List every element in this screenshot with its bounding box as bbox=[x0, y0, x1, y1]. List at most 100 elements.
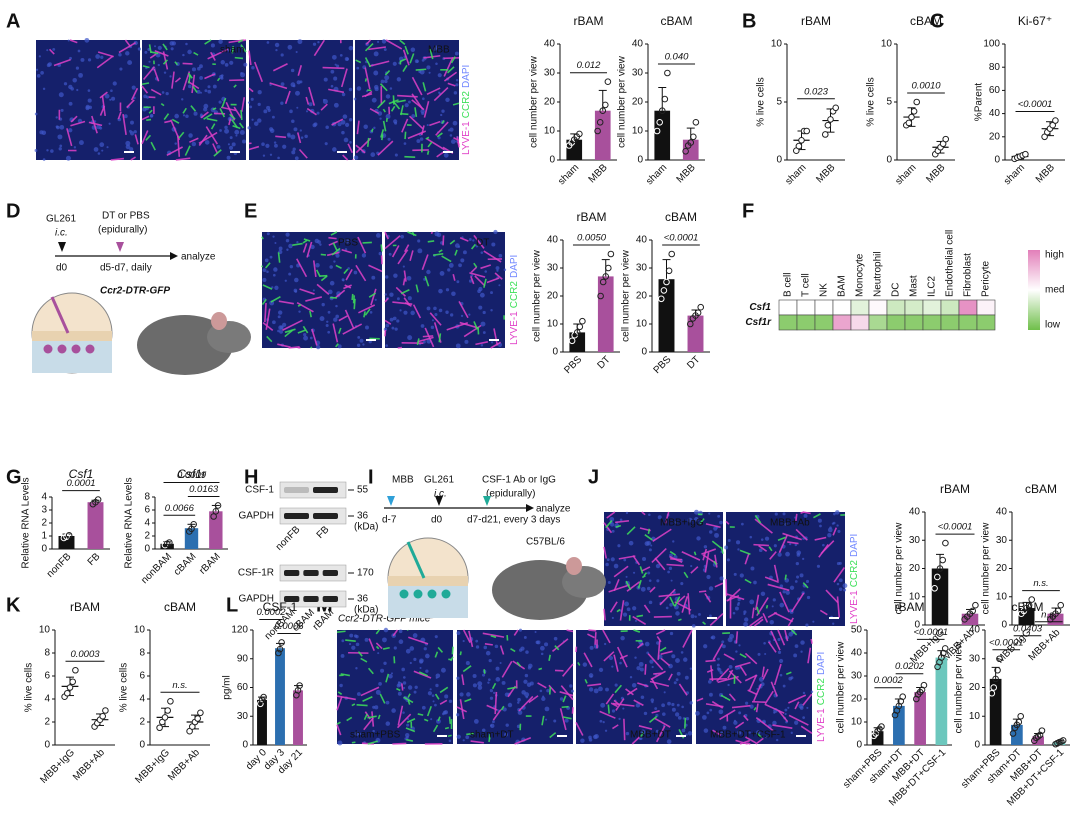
y-axis-label: % live cells bbox=[756, 77, 767, 126]
nucleus bbox=[741, 522, 744, 526]
p-value: 0.0002 bbox=[256, 607, 286, 618]
band-label: CSF-1R bbox=[238, 568, 274, 579]
stain bbox=[379, 693, 386, 704]
stain bbox=[320, 275, 328, 282]
stain bbox=[613, 578, 620, 592]
stain bbox=[101, 95, 106, 117]
data-point bbox=[1022, 150, 1029, 158]
nucleus bbox=[321, 302, 325, 307]
nucleus bbox=[739, 573, 744, 578]
nucleus bbox=[717, 667, 722, 672]
nucleus bbox=[279, 329, 283, 334]
nucleus bbox=[303, 335, 309, 341]
nucleus bbox=[455, 343, 461, 349]
nucleus bbox=[625, 511, 629, 515]
nucleus bbox=[262, 277, 267, 282]
nucleus bbox=[407, 717, 410, 721]
nucleus bbox=[304, 134, 308, 139]
nucleus bbox=[769, 619, 774, 625]
nucleus bbox=[838, 578, 843, 583]
nucleus bbox=[397, 691, 402, 696]
nucleus bbox=[438, 91, 441, 94]
stain bbox=[407, 130, 427, 140]
nucleus bbox=[494, 644, 499, 649]
heat-cell bbox=[886, 299, 906, 316]
stain bbox=[401, 683, 404, 691]
nucleus bbox=[333, 76, 338, 81]
stain bbox=[262, 322, 274, 331]
nucleus bbox=[397, 681, 401, 684]
y-axis-label: cell number per view bbox=[621, 249, 632, 341]
stain bbox=[380, 129, 385, 138]
nucleus bbox=[385, 114, 391, 120]
schematic-text: CSF-1 Ab or IgG bbox=[482, 475, 556, 486]
y-tick-label: 30 bbox=[544, 68, 556, 79]
stain bbox=[284, 328, 296, 334]
stain bbox=[162, 51, 169, 70]
nucleus bbox=[77, 49, 81, 53]
cell bbox=[71, 344, 81, 354]
data-point bbox=[599, 107, 607, 114]
nucleus bbox=[309, 336, 313, 340]
y-tick-label: 1 bbox=[41, 531, 47, 542]
data-point bbox=[827, 116, 834, 123]
stain bbox=[298, 148, 308, 159]
stain bbox=[443, 57, 454, 77]
nucleus bbox=[635, 702, 641, 708]
nucleus bbox=[490, 291, 493, 295]
column-label: T cell bbox=[801, 273, 812, 297]
stain bbox=[632, 555, 641, 566]
nucleus bbox=[392, 316, 397, 321]
nucleus bbox=[157, 45, 162, 50]
nucleus bbox=[606, 558, 610, 562]
stain bbox=[725, 593, 745, 601]
stain bbox=[483, 278, 487, 288]
stain bbox=[791, 592, 805, 613]
nucleus bbox=[87, 89, 91, 92]
nucleus bbox=[721, 640, 725, 644]
nucleus bbox=[182, 53, 185, 57]
stain bbox=[352, 295, 356, 304]
stain bbox=[405, 727, 416, 733]
nucleus bbox=[75, 66, 80, 70]
nucleus bbox=[580, 738, 585, 743]
stain bbox=[450, 56, 456, 64]
stain bbox=[343, 268, 349, 275]
stain bbox=[819, 609, 828, 616]
nucleus bbox=[428, 71, 431, 74]
nucleus bbox=[385, 344, 388, 347]
nucleus bbox=[806, 595, 811, 600]
nucleus bbox=[296, 240, 299, 244]
arrow-head bbox=[483, 496, 491, 506]
data-point bbox=[579, 317, 586, 325]
stain bbox=[764, 690, 774, 705]
nucleus bbox=[675, 678, 679, 682]
nucleus bbox=[415, 60, 419, 63]
nucleus bbox=[157, 63, 160, 67]
stain bbox=[426, 87, 441, 96]
nucleus bbox=[473, 718, 479, 724]
nucleus bbox=[385, 323, 390, 328]
stain bbox=[275, 135, 287, 139]
column-label: BAM bbox=[837, 275, 848, 297]
stain bbox=[160, 102, 165, 107]
nucleus bbox=[738, 644, 741, 647]
nucleus bbox=[292, 84, 296, 88]
stain bbox=[603, 546, 608, 559]
nucleus bbox=[794, 580, 798, 583]
stain bbox=[744, 578, 752, 584]
nucleus bbox=[536, 640, 541, 645]
stain bbox=[427, 240, 435, 243]
band-label: GAPDH bbox=[238, 511, 274, 522]
stain bbox=[446, 66, 455, 74]
stain bbox=[473, 262, 478, 268]
nucleus bbox=[608, 655, 614, 661]
stain bbox=[191, 74, 196, 94]
nucleus bbox=[326, 320, 329, 323]
nucleus bbox=[174, 113, 179, 119]
stain bbox=[384, 297, 389, 303]
nucleus bbox=[329, 265, 333, 269]
stain bbox=[807, 647, 812, 664]
bar bbox=[58, 536, 75, 549]
nucleus bbox=[649, 659, 654, 664]
